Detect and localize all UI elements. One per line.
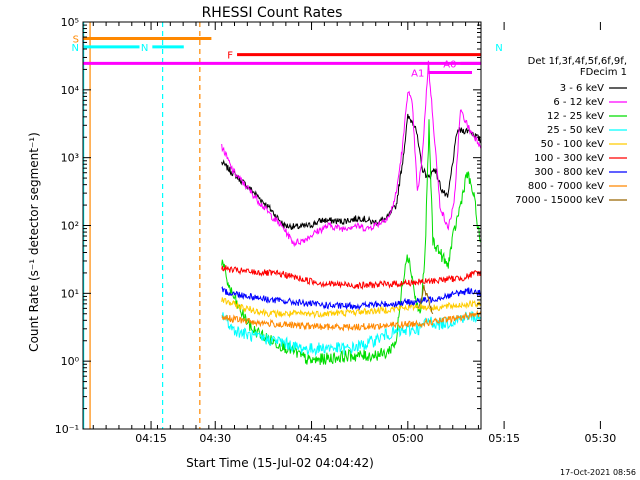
y-tick-label-3: 10² [61, 220, 79, 233]
plot-inner [83, 22, 481, 429]
generation-timestamp: 17-Oct-2021 08:56 [560, 468, 636, 477]
state-bar-label-4: F [227, 51, 233, 62]
legend-label-1: 6 - 12 keV [553, 97, 604, 108]
series-line-6 [221, 286, 481, 311]
series-line-1 [221, 60, 481, 248]
legend: Det 1f,3f,4f,5f,6f,9f,FDecim 1 3 - 6 keV 6… [515, 56, 627, 206]
legend-label-5: 100 - 300 keV [534, 153, 604, 164]
legend-label-0: 3 - 6 keV [560, 83, 604, 94]
legend-label-8: 7000 - 15000 keV [515, 195, 604, 206]
series-line-0 [221, 113, 481, 230]
chart-title: RHESSI Count Rates [202, 5, 343, 21]
legend-label-4: 50 - 100 keV [541, 139, 605, 150]
state-bar-label-7: A1 [411, 69, 424, 80]
x-tick-label-2: 04:45 [296, 432, 328, 445]
legend-header-1: FDecim 1 [580, 67, 627, 78]
y-tick-label-4: 10³ [61, 152, 79, 165]
x-axis-label: Start Time (15-Jul-02 04:04:42) [186, 456, 374, 470]
y-tick-label-2: 10¹ [61, 287, 79, 300]
x-tick-label-0: 04:15 [135, 432, 167, 445]
y-tick-label-6: 10⁵ [61, 16, 79, 29]
state-bar-label-3: N [495, 43, 502, 54]
state-bar-label-0: S [73, 35, 79, 46]
legend-header-0: Det 1f,3f,4f,5f,6f,9f, [528, 56, 627, 67]
state-bar-label-2: N [141, 43, 148, 54]
x-tick-label-4: 05:15 [488, 432, 520, 445]
y-tick-label-1: 10⁰ [61, 355, 80, 368]
x-tick-label-1: 04:30 [199, 432, 231, 445]
legend-label-7: 800 - 7000 keV [528, 181, 604, 192]
series-line-4 [221, 297, 481, 319]
x-tick-label-3: 05:00 [392, 432, 424, 445]
series-line-7 [221, 309, 481, 332]
legend-label-6: 300 - 800 keV [534, 167, 604, 178]
axes: 10⁻¹ 10⁰ 10¹ 10² 10³ 10⁴ 10⁵ 04:15 04:30 04:45 05:… [55, 16, 616, 445]
series-line-5 [221, 265, 481, 291]
legend-label-3: 25 - 50 keV [547, 125, 604, 136]
y-tick-label-0: 10⁻¹ [55, 423, 79, 436]
legend-label-2: 12 - 25 keV [547, 111, 604, 122]
state-bar-label-6: A0 [443, 59, 456, 70]
x-tick-label-5: 05:30 [585, 432, 617, 445]
state-bar-label-1: N [72, 43, 79, 54]
y-tick-label-5: 10⁴ [61, 84, 80, 97]
y-axis-label: Count Rate (s⁻¹ detector segment⁻¹) [27, 132, 41, 352]
series-line-8 [418, 284, 434, 315]
